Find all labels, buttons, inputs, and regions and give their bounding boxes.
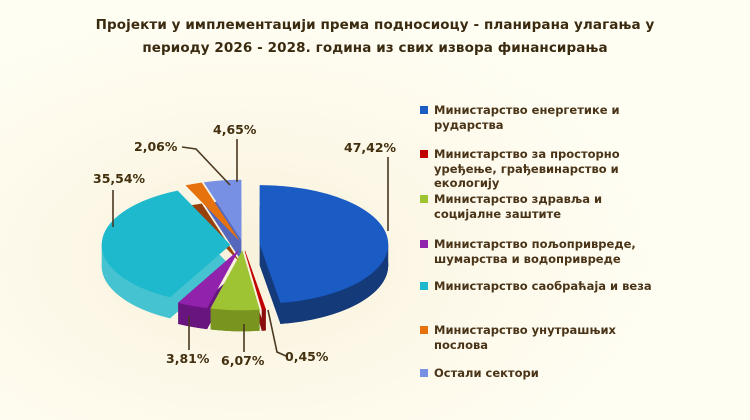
legend-item-health: Министарство здравља и социјалне заштите [420,192,732,221]
legend-item-transport: Министарство саобраћаја и веза [420,279,732,294]
legend-item-other: Остали сектори [420,366,732,381]
legend-label-spatial: Министарство за просторно уређење, грађе… [434,147,620,190]
legend-label-other: Остали сектори [434,366,539,380]
legend-swatch-other [420,369,428,377]
percent-label-spatial: 0,45% [285,349,329,364]
legend-label-transport: Министарство саобраћаја и веза [434,279,652,293]
legend-swatch-transport [420,282,428,290]
legend-item-spatial: Министарство за просторно уређење, грађе… [420,147,732,191]
legend-swatch-health [420,195,428,203]
pie-slice-5 [185,182,239,240]
pie-slice-3 [177,250,239,309]
legend-label-energy: Министарство енергетике и рударства [434,103,620,132]
pie-slice-1 [244,250,266,310]
legend-swatch-energy [420,106,428,114]
pie-slice-0 [259,185,389,303]
legend-swatch-spatial [420,150,428,158]
legend-swatch-agriculture [420,240,428,248]
legend-label-interior: Министарство унутрашњих послова [434,323,616,352]
legend-label-health: Министарство здравља и социјалне заштите [434,192,603,221]
pie-slice-2 [210,250,260,311]
percent-label-interior: 2,06% [134,139,178,154]
legend-swatch-interior [420,326,428,334]
pie-slice-4 [101,190,231,298]
percent-label-agriculture: 3,81% [166,351,210,366]
percent-label-other: 4,65% [213,122,257,137]
percent-label-transport: 35,54% [93,171,146,186]
leader-line-path [112,139,389,357]
legend-item-interior: Министарство унутрашњих послова [420,323,732,352]
percent-label-health: 6,07% [221,353,265,368]
legend-item-energy: Министарство енергетике и рударства [420,103,732,132]
legend-item-agriculture: Министарство пољопривреде, шумарства и в… [420,237,732,266]
pie-slice-6 [203,179,242,241]
percent-label-energy: 47,42% [344,140,397,155]
legend-label-agriculture: Министарство пољопривреде, шумарства и в… [434,237,636,266]
legend: Министарство енергетике и рударства Мини… [420,0,740,420]
chart-title: Пројекти у имплементацији према подносио… [95,17,655,56]
